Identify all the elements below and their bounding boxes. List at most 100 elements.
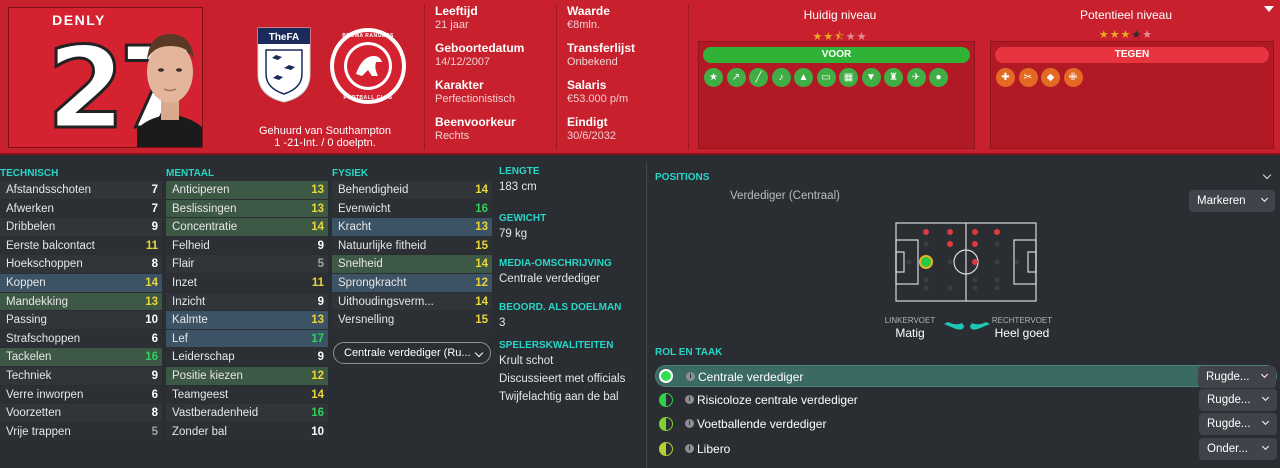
chevron-down-icon[interactable] <box>1262 170 1272 180</box>
attribute-row[interactable]: Zonder bal 10 <box>166 422 328 442</box>
quality-item: Twijfelachtig aan de bal <box>499 391 619 403</box>
personality-label: Karakter <box>435 78 484 92</box>
shield-icon[interactable]: ▼ <box>861 68 881 87</box>
svg-text:FOOTBALL CLUB: FOOTBALL CLUB <box>344 95 393 101</box>
attribute-row[interactable]: Vastberadenheid 16 <box>166 404 328 423</box>
media-value: Centrale verdediger <box>499 273 601 285</box>
medic-icon[interactable]: ✙ <box>1063 68 1083 87</box>
attribute-row[interactable]: Natuurlijke fitheid 15 <box>332 236 492 256</box>
attribute-row[interactable]: Hoekschoppen 8 <box>0 255 162 274</box>
age-label: Leeftijd <box>435 4 478 18</box>
attribute-row[interactable]: Evenwicht 16 <box>332 199 492 219</box>
gk-rating-label: BEOORD. ALS DOELMAN <box>499 302 622 313</box>
pros-label: VOOR <box>703 47 970 63</box>
attribute-row[interactable]: Kalmte 13 <box>166 311 328 330</box>
technical-attributes: TECHNISCH Afstandsschoten 7 Afwerken 7 Dri… <box>0 167 162 442</box>
attribute-row[interactable]: Positie kiezen 12 <box>166 366 328 386</box>
bandage-icon[interactable]: ✚ <box>996 68 1015 87</box>
duty-dropdown[interactable]: Onder... <box>1199 438 1277 460</box>
attribute-row[interactable]: Versnelling 15 <box>332 311 492 330</box>
loan-info: Gehuurd van Southampton 1 -21-Int. / 0 d… <box>230 125 420 149</box>
info-icon[interactable]: i <box>686 372 695 381</box>
quality-item: Krult schot <box>499 355 554 367</box>
info-icon[interactable]: i <box>685 444 694 453</box>
pitch-icon[interactable]: ▦ <box>839 68 858 87</box>
attribute-row[interactable]: Inzicht 9 <box>166 292 328 312</box>
markeren-button[interactable]: Markeren <box>1189 190 1275 212</box>
right-foot-label: RECHTERVOET <box>991 316 1053 325</box>
pros-icons: ★ ↗ ╱ ♪ ▲ ▭ ▦ ▼ ♜ ✈ ● <box>704 68 974 87</box>
left-foot: LINKERVOET Matig <box>880 316 940 340</box>
attribute-row[interactable]: Eerste balcontact 11 <box>0 236 162 256</box>
player-name: DENLY <box>52 12 106 28</box>
attribute-row[interactable]: Vrije trappen 5 <box>0 422 162 442</box>
attribute-row[interactable]: Flair 5 <box>166 255 328 274</box>
whistle-icon[interactable]: ♪ <box>771 68 791 87</box>
international-caps: 1 -21-Int. / 0 doelptn. <box>274 137 376 149</box>
boot-icon[interactable]: ╱ <box>749 68 768 87</box>
info-icon[interactable]: i <box>685 419 694 428</box>
star-icon[interactable]: ★ <box>704 68 723 87</box>
attribute-row[interactable]: Kracht 13 <box>332 218 492 237</box>
attribute-row[interactable]: Anticiperen 13 <box>166 181 328 200</box>
role-row-centrale-verdediger[interactable]: i Centrale verdediger Rugde... <box>655 365 1277 388</box>
attribute-row[interactable]: Sprongkracht 12 <box>332 273 492 293</box>
value-value: €8mln. <box>567 19 601 31</box>
attribute-row[interactable]: Afwerken 7 <box>0 199 162 219</box>
attribute-row[interactable]: Passing 10 <box>0 311 162 330</box>
attribute-row[interactable]: Koppen 14 <box>0 273 162 293</box>
attribute-row[interactable]: Mandekking 13 <box>0 292 162 312</box>
attribute-row[interactable]: Dribbelen 9 <box>0 218 162 237</box>
attribute-row[interactable]: Beslissingen 13 <box>166 199 328 219</box>
attribute-row[interactable]: Concentratie 14 <box>166 218 328 237</box>
detail-height: LENGTE 183 cm <box>499 166 639 196</box>
role-row-voetballende[interactable]: i Voetballende verdediger Rugde... <box>655 413 1277 435</box>
collapse-icon[interactable] <box>1264 6 1274 12</box>
contract-end-value: 30/6/2032 <box>567 130 616 142</box>
current-ability-label: Huidig niveau <box>803 8 877 22</box>
attribute-row[interactable]: Voorzetten 8 <box>0 404 162 423</box>
attribute-row[interactable]: Techniek 9 <box>0 366 162 386</box>
wage-value: €53.000 p/m <box>567 93 629 105</box>
attribute-row[interactable]: Tackelen 16 <box>0 348 162 367</box>
duty-dropdown[interactable]: Rugde... <box>1199 413 1277 435</box>
cone-icon[interactable]: ▲ <box>794 68 813 87</box>
info-icon[interactable]: i <box>685 395 694 404</box>
detail-weight: GEWICHT 79 kg <box>499 213 639 243</box>
runner-icon[interactable]: ✈ <box>906 68 926 87</box>
role-row-libero[interactable]: i Libero Onder... <box>655 438 1277 460</box>
role-suitability-icon <box>659 417 673 431</box>
attribute-row[interactable]: Verre inworpen 6 <box>0 385 162 405</box>
left-foot-value: Matig <box>895 326 925 340</box>
positions-header: POSITIONS <box>655 172 710 183</box>
duty-dropdown[interactable]: Rugde... <box>1199 389 1277 411</box>
trend-icon[interactable]: ↗ <box>726 68 746 87</box>
attribute-row[interactable]: Afstandsschoten 7 <box>0 181 162 200</box>
player-face-image <box>137 34 202 147</box>
role-suitability-icon <box>659 369 673 383</box>
attribute-row[interactable]: Snelheid 14 <box>332 255 492 274</box>
role-select-dropdown[interactable]: Centrale verdediger (Ru... <box>333 342 491 364</box>
tools-icon[interactable]: ✂ <box>1018 68 1038 87</box>
attribute-row[interactable]: Teamgeest 14 <box>166 385 328 405</box>
attribute-row[interactable]: Felheid 9 <box>166 236 328 256</box>
duty-dropdown[interactable]: Rugde... <box>1198 366 1276 388</box>
attribute-row[interactable]: Lef 17 <box>166 329 328 349</box>
head-icon[interactable]: ● <box>929 68 948 87</box>
attribute-row[interactable]: Uithoudingsverm... 14 <box>332 292 492 312</box>
qualities-label: SPELERSKWALITEITEN <box>499 340 614 351</box>
divider <box>556 4 557 150</box>
loan-club-link[interactable]: Gehuurd van Southampton <box>258 125 392 137</box>
cons-icons: ✚ ✂ ◆ ✙ <box>996 68 1273 87</box>
height-label: LENGTE <box>499 166 540 177</box>
board-icon[interactable]: ▭ <box>816 68 836 87</box>
tag-icon[interactable]: ◆ <box>1041 68 1060 87</box>
roles-header: ROL EN TAAK <box>655 347 723 358</box>
attribute-row[interactable]: Behendigheid 14 <box>332 181 492 200</box>
potential-ability-stars: ★★★★★ <box>1098 29 1154 41</box>
cup-icon[interactable]: ♜ <box>884 68 903 87</box>
attribute-row[interactable]: Inzet 11 <box>166 273 328 293</box>
attribute-row[interactable]: Strafschoppen 6 <box>0 329 162 349</box>
attribute-row[interactable]: Leiderschap 9 <box>166 348 328 367</box>
role-row-risicoloze[interactable]: i Risicoloze centrale verdediger Rugde..… <box>655 389 1277 411</box>
